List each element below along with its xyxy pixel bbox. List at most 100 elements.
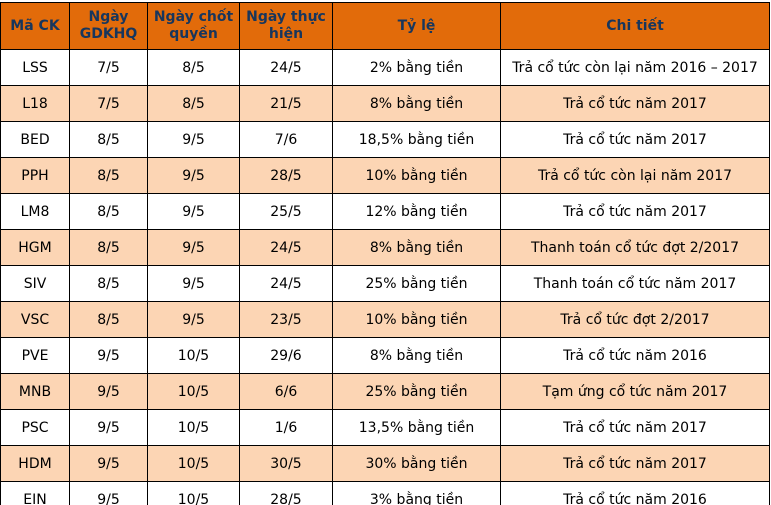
column-header-code: Mã CK (0, 2, 70, 50)
cell-gdkhq: 9/5 (69, 409, 148, 446)
cell-ratio: 10% bằng tiền (332, 157, 501, 194)
cell-record: 8/5 (147, 85, 240, 122)
table-row: LSS 7/5 8/5 24/5 2% bằng tiền Trả cổ tức còn … (0, 49, 770, 86)
cell-detail: Thanh toán cổ tức năm 2017 (500, 265, 770, 302)
cell-detail: Trả cổ tức năm 2017 (500, 409, 770, 446)
cell-ratio: 3% bằng tiền (332, 481, 501, 505)
cell-detail: Thanh toán cổ tức đợt 2/2017 (500, 229, 770, 266)
cell-exec: 29/6 (239, 337, 333, 374)
table-row: BED 8/5 9/5 7/6 18,5% bằng tiền Trả cổ tức nă… (0, 121, 770, 158)
table-body: LSS 7/5 8/5 24/5 2% bằng tiền Trả cổ tức còn … (0, 49, 770, 505)
table-row: HGM 8/5 9/5 24/5 8% bằng tiền Thanh toán cổ t… (0, 229, 770, 266)
cell-detail: Trả cổ tức năm 2017 (500, 193, 770, 230)
table-row: L18 7/5 8/5 21/5 8% bằng tiền Trả cổ tức năm … (0, 85, 770, 122)
table-row: PPH 8/5 9/5 28/5 10% bằng tiền Trả cổ tức còn… (0, 157, 770, 194)
cell-gdkhq: 9/5 (69, 373, 148, 410)
table-row: SIV 8/5 9/5 24/5 25% bằng tiền Thanh toán cổ … (0, 265, 770, 302)
cell-ratio: 30% bằng tiền (332, 445, 501, 482)
cell-detail: Trả cổ tức năm 2017 (500, 445, 770, 482)
cell-record: 9/5 (147, 121, 240, 158)
cell-ratio: 18,5% bằng tiền (332, 121, 501, 158)
cell-exec: 24/5 (239, 49, 333, 86)
cell-ratio: 25% bằng tiền (332, 265, 501, 302)
cell-exec: 23/5 (239, 301, 333, 338)
table-row: PVE 9/5 10/5 29/6 8% bằng tiền Trả cổ tức năm… (0, 337, 770, 374)
cell-gdkhq: 8/5 (69, 301, 148, 338)
cell-code: BED (0, 121, 70, 158)
cell-exec: 28/5 (239, 157, 333, 194)
cell-record: 9/5 (147, 265, 240, 302)
cell-exec: 7/6 (239, 121, 333, 158)
cell-ratio: 8% bằng tiền (332, 229, 501, 266)
table-row: PSC 9/5 10/5 1/6 13,5% bằng tiền Trả cổ tức n… (0, 409, 770, 446)
cell-record: 10/5 (147, 373, 240, 410)
table-row: MNB 9/5 10/5 6/6 25% bằng tiền Tạm ứng cổ tức… (0, 373, 770, 410)
table-row: LM8 8/5 9/5 25/5 12% bằng tiền Trả cổ tức năm… (0, 193, 770, 230)
cell-gdkhq: 8/5 (69, 193, 148, 230)
cell-code: HGM (0, 229, 70, 266)
cell-detail: Trả cổ tức năm 2016 (500, 481, 770, 505)
cell-code: VSC (0, 301, 70, 338)
cell-ratio: 13,5% bằng tiền (332, 409, 501, 446)
cell-detail: Trả cổ tức năm 2016 (500, 337, 770, 374)
cell-record: 9/5 (147, 229, 240, 266)
cell-detail: Tạm ứng cổ tức năm 2017 (500, 373, 770, 410)
cell-exec: 6/6 (239, 373, 333, 410)
cell-gdkhq: 8/5 (69, 265, 148, 302)
cell-record: 8/5 (147, 49, 240, 86)
cell-exec: 24/5 (239, 265, 333, 302)
cell-record: 9/5 (147, 193, 240, 230)
cell-gdkhq: 9/5 (69, 337, 148, 374)
cell-gdkhq: 8/5 (69, 229, 148, 266)
header-row: Mã CK Ngày GDKHQ Ngày chốt quyền Ngày thực … (0, 2, 770, 50)
cell-code: LSS (0, 49, 70, 86)
cell-record: 10/5 (147, 481, 240, 505)
cell-code: LM8 (0, 193, 70, 230)
cell-code: SIV (0, 265, 70, 302)
cell-code: PVE (0, 337, 70, 374)
cell-ratio: 8% bằng tiền (332, 337, 501, 374)
cell-ratio: 12% bằng tiền (332, 193, 501, 230)
cell-exec: 21/5 (239, 85, 333, 122)
cell-exec: 25/5 (239, 193, 333, 230)
cell-code: PPH (0, 157, 70, 194)
column-header-record: Ngày chốt quyền (147, 2, 240, 50)
cell-code: HDM (0, 445, 70, 482)
cell-detail: Trả cổ tức đợt 2/2017 (500, 301, 770, 338)
cell-code: EIN (0, 481, 70, 505)
cell-record: 10/5 (147, 445, 240, 482)
cell-code: PSC (0, 409, 70, 446)
cell-code: MNB (0, 373, 70, 410)
cell-detail: Trả cổ tức năm 2017 (500, 85, 770, 122)
cell-gdkhq: 7/5 (69, 85, 148, 122)
column-header-detail: Chi tiết (500, 2, 770, 50)
cell-gdkhq: 9/5 (69, 481, 148, 505)
column-header-gdkhq: Ngày GDKHQ (69, 2, 148, 50)
cell-exec: 28/5 (239, 481, 333, 505)
cell-ratio: 25% bằng tiền (332, 373, 501, 410)
cell-record: 10/5 (147, 337, 240, 374)
cell-record: 9/5 (147, 157, 240, 194)
cell-gdkhq: 9/5 (69, 445, 148, 482)
table-row: EIN 9/5 10/5 28/5 3% bằng tiền Trả cổ tức năm… (0, 481, 770, 505)
cell-code: L18 (0, 85, 70, 122)
cell-gdkhq: 8/5 (69, 121, 148, 158)
column-header-ratio: Tỷ lệ (332, 2, 501, 50)
table-header: Mã CK Ngày GDKHQ Ngày chốt quyền Ngày thực … (0, 2, 770, 50)
cell-record: 9/5 (147, 301, 240, 338)
cell-exec: 30/5 (239, 445, 333, 482)
cell-ratio: 8% bằng tiền (332, 85, 501, 122)
cell-exec: 1/6 (239, 409, 333, 446)
table-row: VSC 8/5 9/5 23/5 10% bằng tiền Trả cổ tức đợt… (0, 301, 770, 338)
cell-record: 10/5 (147, 409, 240, 446)
cell-gdkhq: 7/5 (69, 49, 148, 86)
cell-ratio: 10% bằng tiền (332, 301, 501, 338)
table-row: HDM 9/5 10/5 30/5 30% bằng tiền Trả cổ tức nă… (0, 445, 770, 482)
cell-gdkhq: 8/5 (69, 157, 148, 194)
cell-detail: Trả cổ tức còn lại năm 2016 – 2017 (500, 49, 770, 86)
column-header-exec: Ngày thực hiện (239, 2, 333, 50)
cell-detail: Trả cổ tức còn lại năm 2017 (500, 157, 770, 194)
cell-detail: Trả cổ tức năm 2017 (500, 121, 770, 158)
